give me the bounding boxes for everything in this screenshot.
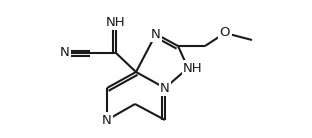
Text: O: O	[220, 26, 230, 39]
Text: N: N	[151, 27, 161, 40]
Text: N: N	[160, 82, 170, 95]
Text: N: N	[60, 47, 70, 59]
Text: N: N	[102, 113, 112, 127]
Text: NH: NH	[183, 62, 203, 75]
Text: NH: NH	[106, 15, 126, 29]
